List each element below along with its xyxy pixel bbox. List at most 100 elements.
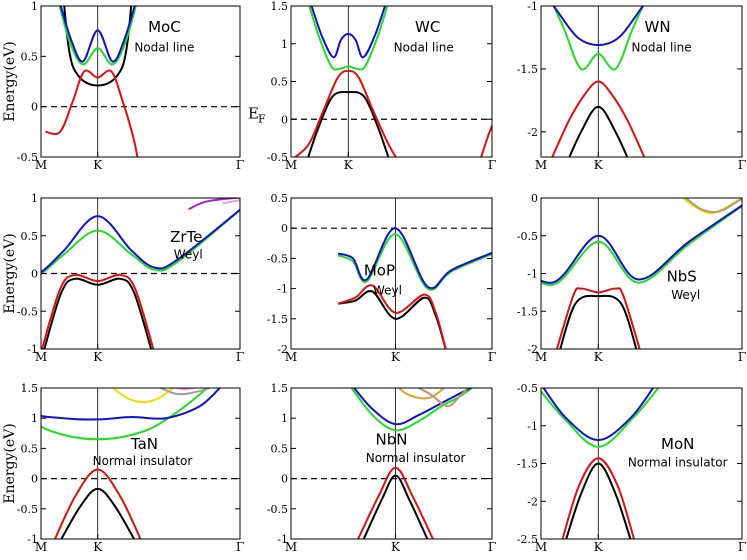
y-tick-label: 0.5 — [21, 50, 39, 63]
band-line-band5 — [111, 388, 175, 403]
y-tick-label: 0 — [281, 473, 288, 486]
y-tick-label: 0 — [31, 101, 38, 114]
x-tick-label: M — [285, 350, 297, 364]
y-tick-label: 1.5 — [271, 0, 289, 13]
y-tick-label: 0.5 — [271, 442, 289, 455]
y-tick-label: 0 — [281, 113, 288, 126]
material-label: WN — [645, 18, 671, 36]
x-tick-label: M — [35, 540, 47, 554]
y-tick-label: -2 — [527, 343, 538, 356]
band-line-band3 — [58, 6, 137, 66]
x-tick-label: K — [93, 350, 103, 364]
band-line-band4 — [352, 388, 473, 426]
y-tick-label: -0.5 — [267, 252, 288, 265]
x-tick-label: K — [594, 158, 604, 172]
band-line-band4 — [41, 388, 221, 421]
y-tick-label: -1 — [527, 0, 538, 13]
x-tick-label: Γ — [738, 350, 746, 364]
band-line-band2 — [357, 466, 435, 539]
y-tick-label: 1 — [31, 412, 38, 425]
y-tick-label: 0 — [31, 473, 38, 486]
band-line-band2 — [294, 69, 397, 157]
band-line-band2 — [45, 69, 139, 157]
x-tick-label: K — [594, 540, 604, 554]
y-tick-label: 0.5 — [271, 192, 289, 205]
band-line-band3 — [552, 6, 645, 71]
y-tick-label: -1 — [27, 533, 38, 546]
topology-label: Weyl — [174, 247, 203, 261]
band-line-band4 — [541, 204, 742, 284]
x-tick-label: Γ — [488, 158, 496, 172]
band-line-band6 — [158, 388, 212, 396]
y-axis-label: Energy(eV) — [2, 233, 18, 313]
panel-mop: -2 -1.5 -1 -0.5 0 0.5 M K Γ MoP Weyl — [267, 192, 580, 364]
x-tick-label: M — [35, 158, 47, 172]
y-tick-label: 0 — [281, 222, 288, 235]
y-tick-label: -0.5 — [517, 382, 538, 395]
band-line-band1 — [43, 277, 153, 349]
band-line-band4 — [552, 6, 645, 47]
band-line-band7 — [172, 388, 199, 391]
band-line-band3 — [41, 208, 240, 275]
band-line-band6 — [222, 199, 240, 205]
band-line-band1 — [307, 90, 390, 157]
band-line-band2 — [337, 284, 447, 349]
y-tick-label: 1 — [281, 412, 288, 425]
band-line-band1 — [362, 474, 429, 539]
x-tick-label: K — [93, 158, 103, 172]
band-line-band4 — [59, 6, 136, 63]
y-tick-label: -2 — [527, 495, 538, 508]
y-tick-label: 1.5 — [271, 382, 289, 395]
band-line-band2 — [53, 468, 142, 539]
panel-frame — [40, 387, 241, 540]
band-line-band3 — [41, 388, 210, 441]
x-tick-label: K — [93, 540, 103, 554]
topology-label: Weyl — [373, 284, 402, 298]
y-tick-label: -1 — [277, 283, 288, 296]
topology-label: Normal insulator — [366, 451, 466, 465]
x-tick-label: K — [391, 350, 401, 364]
y-tick-label: 1.5 — [21, 382, 39, 395]
x-tick-label: Γ — [236, 350, 244, 364]
band-line-band4 — [41, 208, 240, 274]
panel-frame — [40, 197, 241, 350]
x-tick-label: K — [594, 350, 604, 364]
y-tick-label: -1 — [277, 533, 288, 546]
band-line-band3 — [308, 6, 389, 71]
y-tick-label: -0.5 — [267, 503, 288, 516]
band-line-band6 — [416, 388, 469, 408]
y-tick-label: -1 — [527, 420, 538, 433]
band-line-band5 — [480, 123, 492, 157]
y-tick-label: 1 — [31, 192, 38, 205]
y-tick-label: -2 — [277, 343, 288, 356]
band-line-band2 — [561, 457, 635, 539]
band-line-band1 — [63, 6, 133, 87]
band-line-band3 — [541, 388, 660, 448]
band-line-band4 — [337, 227, 492, 290]
fermi-label-sub: F — [258, 113, 266, 126]
x-tick-label: M — [285, 540, 297, 554]
y-axis-label: Energy(eV) — [2, 423, 18, 503]
band-line-band1 — [565, 462, 632, 539]
x-tick-label: M — [535, 158, 547, 172]
band-line-band5 — [188, 198, 240, 211]
y-tick-label: -1.5 — [517, 305, 538, 318]
x-tick-label: Γ — [488, 350, 496, 364]
y-tick-label: -1.5 — [517, 458, 538, 471]
fermi-label: E — [248, 105, 259, 123]
y-tick-label: -1 — [27, 343, 38, 356]
band-line-band1 — [568, 105, 629, 157]
x-tick-label: M — [35, 350, 47, 364]
y-tick-label: -0.5 — [17, 305, 38, 318]
x-tick-label: M — [535, 540, 547, 554]
panel-wc: -0.5 0 0.5 1 1.5 M K Γ WC Nodal line — [267, 0, 496, 172]
x-tick-label: Γ — [738, 158, 746, 172]
material-label: MoP — [364, 261, 395, 279]
y-tick-label: 0.5 — [21, 230, 39, 243]
band-line-band6 — [684, 198, 742, 214]
y-axis-label: Energy(eV) — [2, 41, 18, 121]
band-line-band5 — [551, 264, 580, 355]
band-line-band1 — [60, 487, 136, 539]
